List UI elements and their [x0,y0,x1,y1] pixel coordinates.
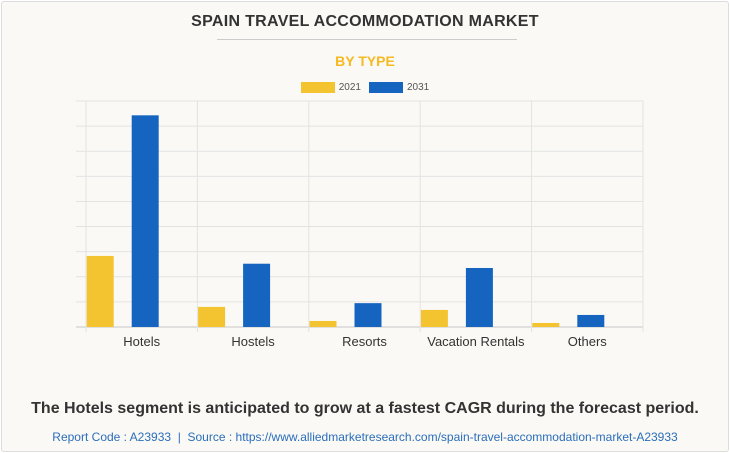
legend-swatch-2021 [300,82,335,93]
title-divider [217,39,517,40]
bar-2031-hostels [243,263,271,327]
source-link[interactable]: Report Code : A23933 | Source : https://… [52,430,678,444]
x-tick-label: Others [568,334,608,349]
bar-2021-resorts [309,320,337,327]
x-tick-label: Hotels [123,334,160,349]
bar-2021-hostels [198,306,226,327]
bar-2031-hotels [131,115,159,328]
legend-label-2021: 2021 [338,82,361,94]
bar-2031-vacation-rentals [465,267,493,327]
bar-2021-vacation-rentals [420,309,448,327]
bar-2021-hotels [86,255,114,327]
bar-2031-others [577,314,605,327]
chart-subtitle: BY TYPE [335,53,395,69]
x-tick-label: Vacation Rentals [427,334,525,349]
bar-2031-resorts [354,303,382,327]
bar-2021-others [532,322,560,327]
legend: 2021 2031 [2,82,728,93]
x-tick-label: Resorts [342,334,387,349]
legend-item-2031[interactable]: 2031 [369,82,429,93]
footer-note: The Hotels segment is anticipated to gro… [31,400,699,417]
legend-swatch-2031 [369,82,403,93]
chart-title: SPAIN TRAVEL ACCOMMODATION MARKET [191,13,539,30]
legend-label-2031: 2031 [407,82,430,94]
legend-item-2021[interactable]: 2021 [300,82,361,94]
x-tick-label: Hostels [231,334,275,349]
